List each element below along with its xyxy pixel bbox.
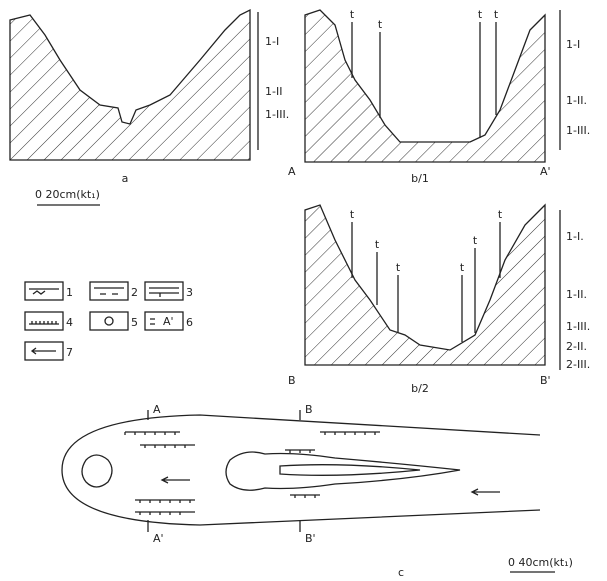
level: 1-I [265,35,279,48]
section-mark: A [153,403,161,416]
section-mark: B [305,403,313,416]
level: 1-II [265,85,282,98]
legend-item: 7 [66,346,73,359]
level: 1-I [566,38,580,51]
marker: t [478,8,483,21]
panel-b1: t t t t 1-I 1-II. 1-III. A A' b/1 [288,8,590,185]
panel-label: b/2 [411,382,429,395]
marker: t [375,238,380,251]
legend-item: 5 [131,316,138,329]
level: 2-III. [566,358,590,371]
legend-item: 1 [66,286,73,299]
level: 1-III. [265,108,289,121]
marker: t [473,234,478,247]
scale: 0 40cm(kt₁) [508,556,573,569]
level: 1-II. [566,288,587,301]
legend-sample: A' [163,315,174,328]
level: 1-I. [566,230,584,243]
section-b2 [305,205,545,365]
marker: t [378,18,383,31]
marker: t [350,8,355,21]
panel-b2: t t t t t t 1-I. 1-II. 1-III. 2-II. 2-II… [288,205,590,395]
legend-item: 3 [186,286,193,299]
legend-item: 4 [66,316,73,329]
section-end: B' [540,374,551,387]
section-end: B [288,374,296,387]
marker: t [498,208,503,221]
figure: 1-I 1-II 1-III. a 0 20cm(kt₁) t t t t 1-… [0,0,607,581]
legend: 1 2 3 4 5 A' 6 7 [25,282,193,360]
level: 2-II. [566,340,587,353]
level: 1-II. [566,94,587,107]
legend-item: 2 [131,286,138,299]
panel-a: 1-I 1-II 1-III. a 0 20cm(kt₁) [10,10,289,205]
section-end: A' [540,165,551,178]
section-b1 [305,10,545,162]
panel-label: a [122,172,129,185]
plan-c: A B A' B' c 0 40cm(kt₁) [62,403,573,579]
section-mark: A' [153,532,164,545]
panel-label: c [398,566,404,579]
marker: t [396,261,401,274]
level: 1-III. [566,320,590,333]
legend-item: 6 [186,316,193,329]
section-end: A [288,165,296,178]
section-a [10,10,250,160]
marker: t [460,261,465,274]
section-mark: B' [305,532,316,545]
marker: t [350,208,355,221]
scale: 0 20cm(kt₁) [35,188,100,201]
marker: t [494,8,499,21]
panel-label: b/1 [411,172,429,185]
level: 1-III. [566,124,590,137]
